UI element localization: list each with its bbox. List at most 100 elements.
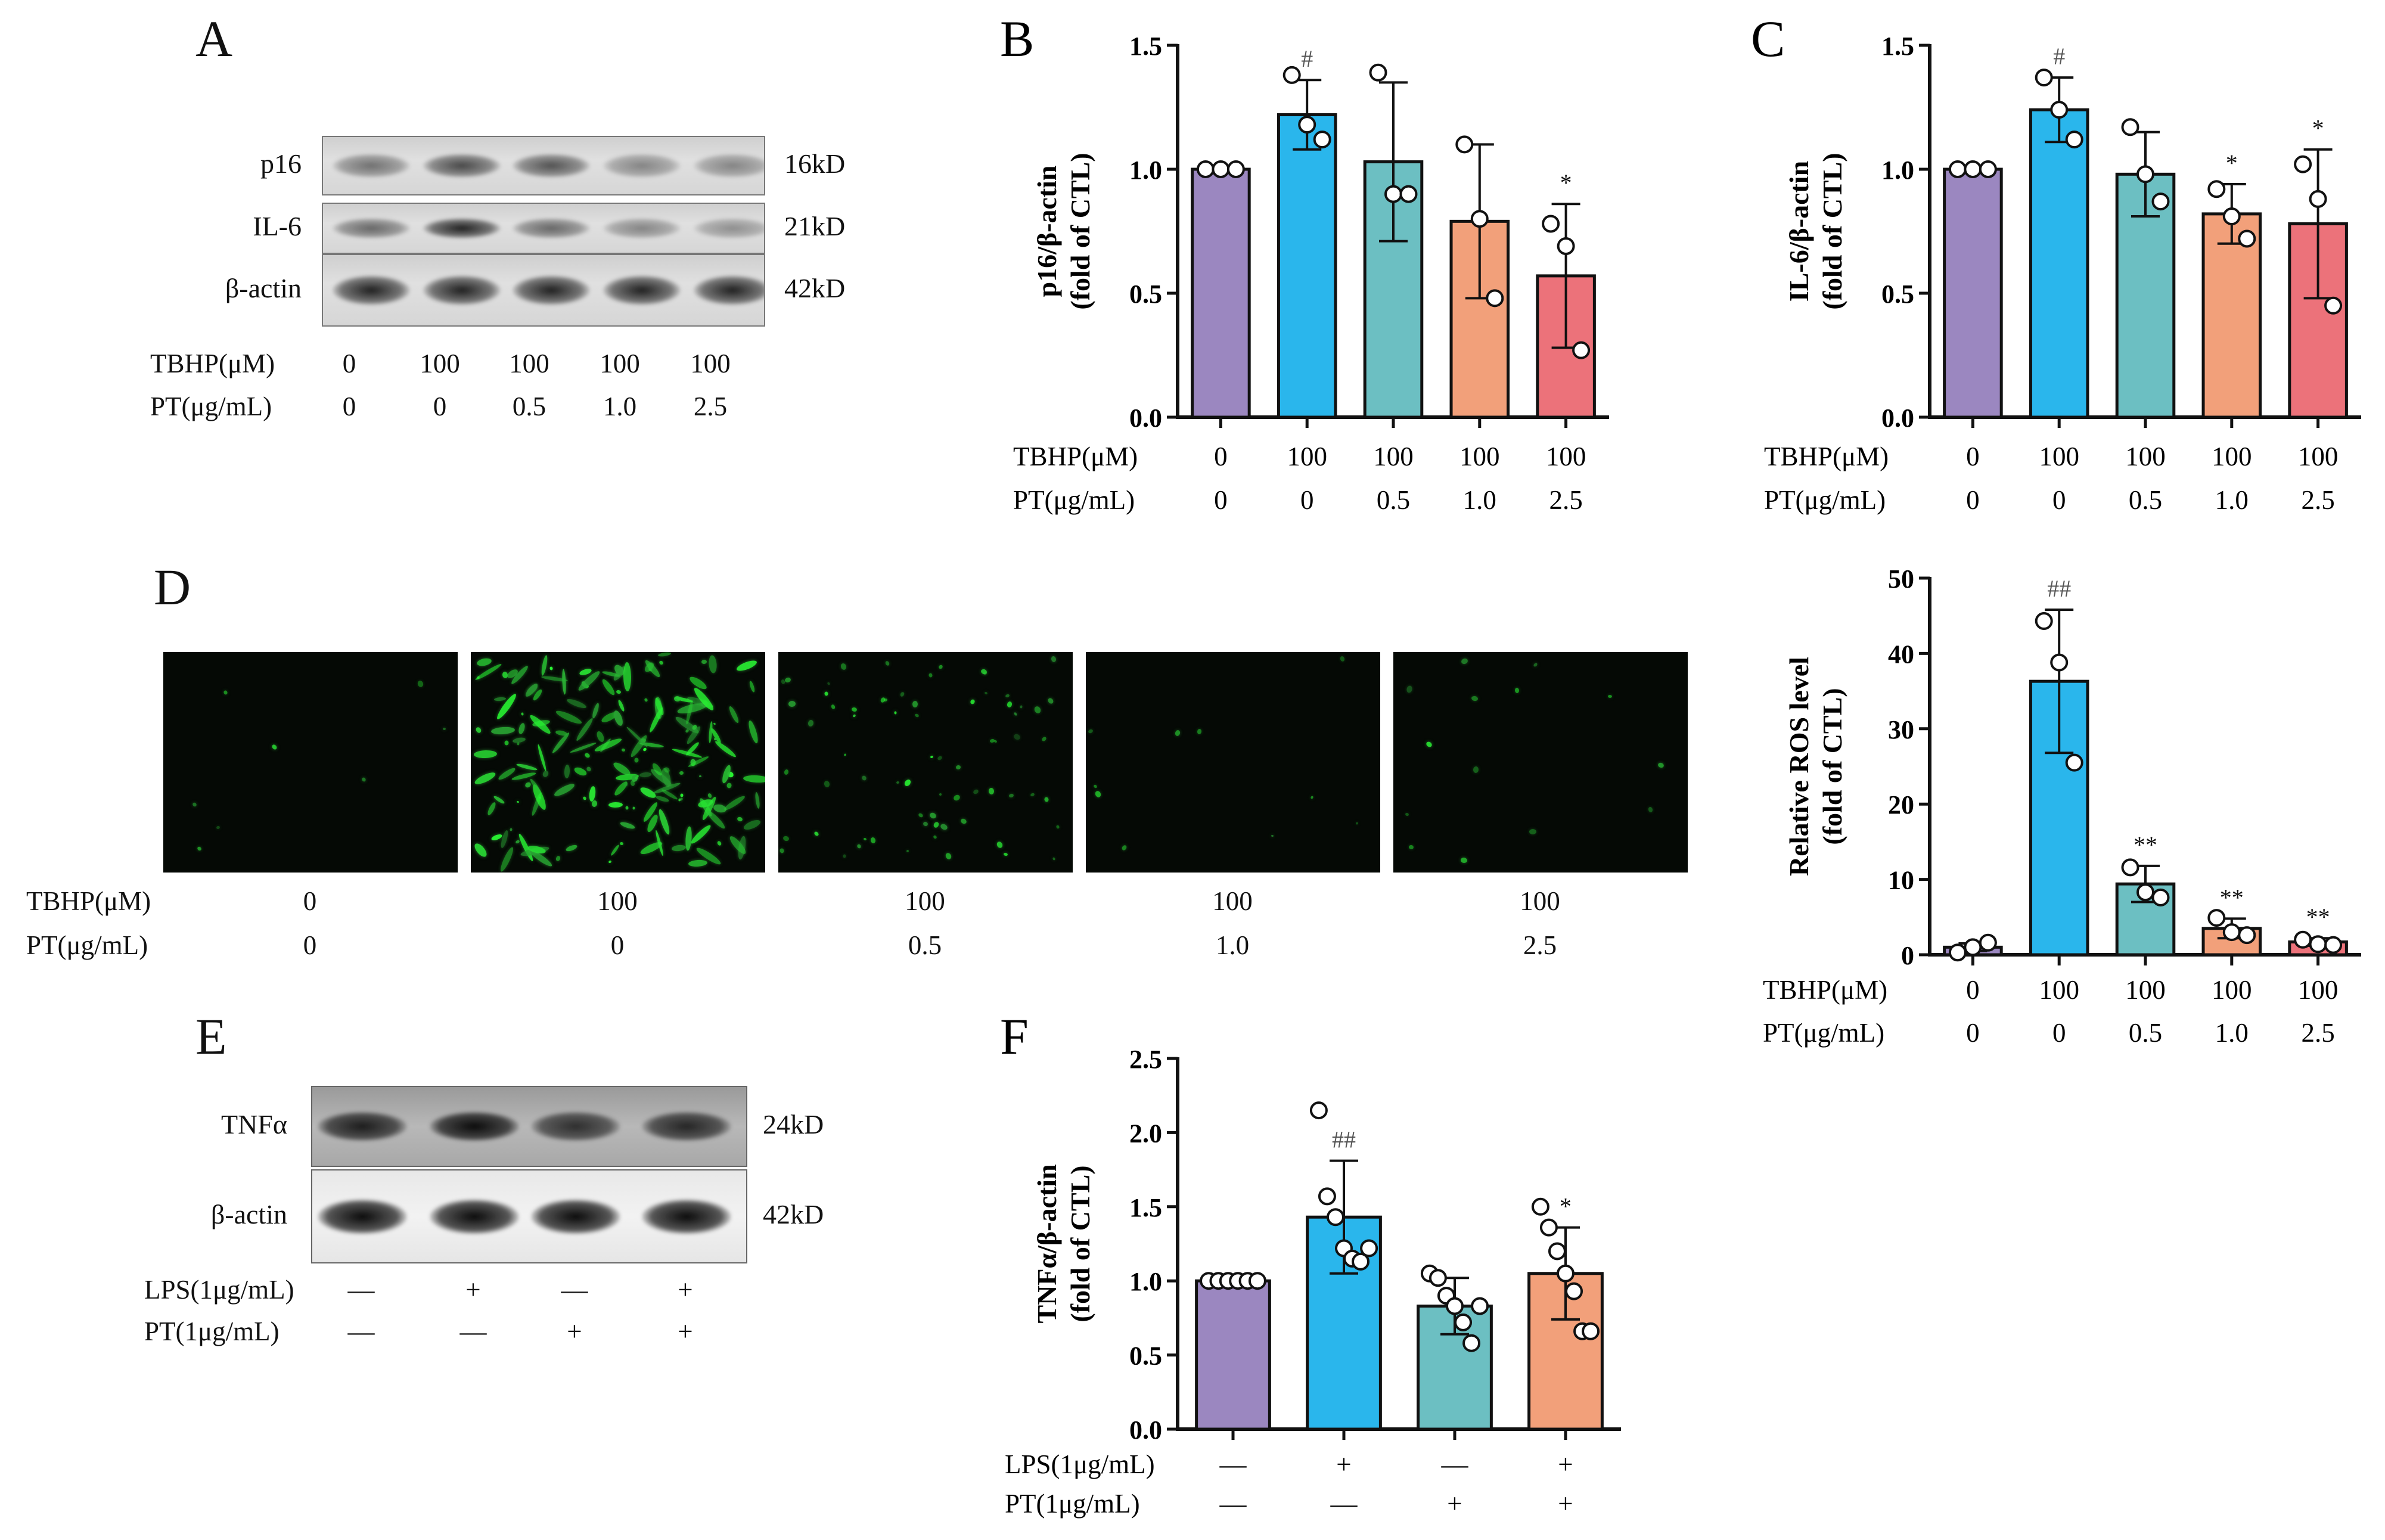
condition-value: — [561, 1275, 588, 1305]
x-condition-value: 100 [2212, 975, 2252, 1005]
blot-strip-e-0 [311, 1086, 747, 1167]
y-tick-label: 0.5 [1129, 1342, 1162, 1371]
y-tick-label: 20 [1888, 790, 1914, 819]
condition-label-d-0: TBHP(μM) [26, 886, 151, 916]
x-condition-value: — [1219, 1449, 1247, 1479]
blot-label-e: β-actin [210, 1199, 287, 1229]
x-condition-value: 0 [1300, 485, 1314, 515]
y-tick-label: 0.0 [1129, 403, 1162, 433]
data-point [2121, 858, 2139, 877]
panel-label-a: A [195, 10, 233, 67]
blot-band [423, 154, 501, 178]
data-point [1282, 66, 1301, 84]
data-point [1979, 933, 1997, 952]
blot-kd-label: 42kD [784, 273, 846, 303]
x-condition-label: TBHP(μM) [1763, 975, 1887, 1005]
data-point [1486, 289, 1504, 308]
x-condition-value: 0 [2052, 1018, 2066, 1048]
blot-band [333, 275, 410, 305]
y-axis-label: Relative ROS level (fold of CTL) [1784, 657, 1847, 876]
x-condition-value: + [1558, 1449, 1573, 1479]
blot-strip-e-1 [311, 1169, 747, 1263]
x-condition-label: PT(μg/mL) [1763, 1018, 1884, 1048]
condition-value: 100 [1520, 886, 1560, 916]
panel-label-d: D [154, 558, 191, 616]
blot-band [423, 275, 501, 305]
blot-label: IL-6 [253, 211, 302, 241]
blot-band [318, 1111, 407, 1141]
x-condition-value: 100 [1373, 442, 1414, 471]
blot-band [318, 1199, 407, 1234]
condition-value: 100 [690, 349, 731, 378]
data-point [2238, 229, 2256, 248]
condition-value: + [567, 1317, 582, 1346]
y-tick-label: 40 [1888, 639, 1914, 669]
data-point [1318, 1187, 1336, 1206]
condition-value: 0 [303, 930, 317, 960]
blot-band [423, 218, 501, 238]
x-condition-value: + [1558, 1489, 1573, 1519]
data-point [1582, 1322, 1600, 1340]
data-point [1446, 1297, 1464, 1315]
panel-label-e: E [195, 1008, 227, 1065]
x-condition-value: 0.5 [2129, 485, 2162, 515]
x-condition-value: 1.0 [1463, 485, 1496, 515]
x-condition-value: 100 [2039, 975, 2079, 1005]
blot-band [603, 275, 681, 305]
x-condition-value: 0.5 [1377, 485, 1410, 515]
x-condition-value: 1.0 [2215, 1018, 2249, 1048]
condition-value: + [678, 1275, 693, 1305]
y-axis-label: TNFα/β-actin (fold of CTL) [1032, 1164, 1095, 1323]
blot-band [694, 154, 764, 178]
x-condition-value: 100 [1459, 442, 1500, 471]
x-condition-value: 100 [1287, 442, 1327, 471]
blot-label: β-actin [225, 273, 302, 303]
micrograph-2 [778, 652, 1073, 873]
data-point [1360, 1239, 1378, 1258]
condition-label-d-1: PT(μg/mL) [26, 930, 148, 960]
y-tick-label: 0.0 [1129, 1415, 1162, 1445]
y-axis-label-line: p16/β-actin [1032, 165, 1062, 297]
data-point [1309, 1101, 1328, 1120]
condition-value: 100 [597, 886, 638, 916]
condition-value: 2.5 [693, 392, 728, 421]
data-point [1454, 1313, 1473, 1331]
x-condition-value: — [1330, 1489, 1358, 1519]
condition-label-e-1: PT(1μg/mL) [144, 1317, 280, 1346]
data-point [1470, 210, 1489, 228]
data-point [2151, 888, 2170, 906]
data-point [2065, 131, 2083, 149]
significance-mark: ## [2047, 575, 2071, 602]
data-point [1531, 1197, 1549, 1216]
significance-mark: ** [2134, 831, 2157, 858]
data-point [1399, 185, 1418, 203]
micrograph-1 [471, 652, 765, 873]
blot-band [694, 218, 764, 238]
blot-band [333, 218, 410, 238]
y-axis-label: p16/β-actin (fold of CTL) [1032, 153, 1095, 309]
y-tick-label: 1.0 [1129, 156, 1162, 185]
blot-band [531, 1111, 620, 1141]
micrograph-4 [1393, 652, 1688, 873]
x-condition-value: 100 [2039, 442, 2079, 471]
y-tick-label: 1.5 [1129, 1193, 1162, 1222]
x-condition-label: PT(μg/mL) [1013, 485, 1135, 515]
micrograph-0 [163, 652, 458, 873]
condition-value: 0.5 [908, 930, 942, 960]
x-condition-value: 0 [1966, 485, 1980, 515]
data-point [1557, 237, 1575, 255]
y-tick-label: 1.0 [1881, 156, 1914, 185]
blot-kd-label-e: 42kD [763, 1199, 824, 1229]
condition-value: + [678, 1317, 693, 1346]
condition-label-a-0: TBHP(μM) [150, 349, 275, 378]
blot-band [531, 1199, 620, 1234]
data-point [1542, 215, 1560, 233]
blot-band [430, 1111, 519, 1141]
data-point [1462, 1334, 1481, 1352]
panel-label-b: B [1000, 10, 1034, 67]
condition-value: 0 [342, 392, 356, 421]
data-point [2207, 180, 2226, 198]
x-condition-value: 0 [1966, 442, 1980, 471]
